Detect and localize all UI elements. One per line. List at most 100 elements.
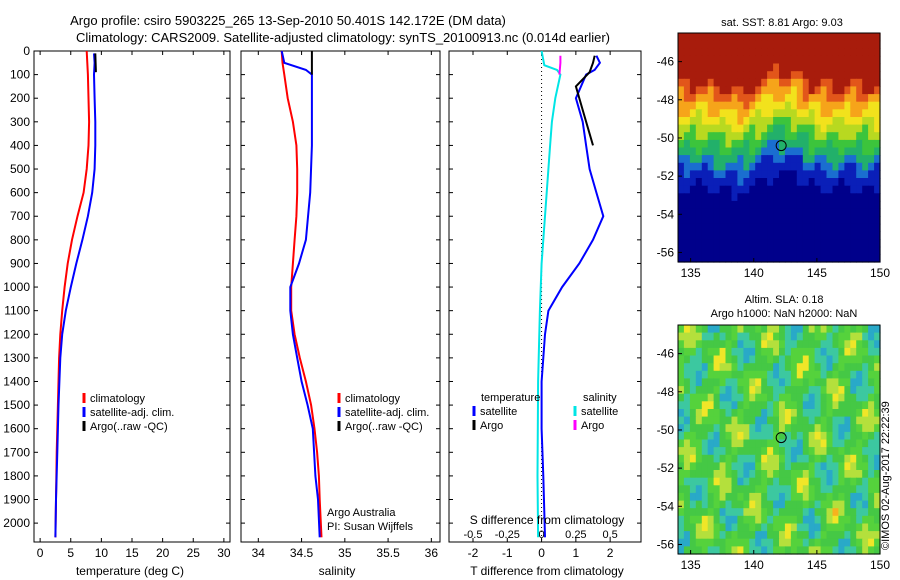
map-cell bbox=[701, 508, 709, 517]
map-cell bbox=[832, 470, 839, 479]
map-cell bbox=[850, 139, 857, 149]
legend-label: satellite-adj. clim. bbox=[90, 407, 174, 419]
map-cell bbox=[713, 538, 721, 547]
map-cell bbox=[856, 424, 863, 433]
map-cell bbox=[743, 470, 750, 479]
map-cell bbox=[755, 78, 762, 87]
map-cell bbox=[678, 63, 685, 72]
map-cell bbox=[862, 162, 869, 171]
map-cell bbox=[814, 254, 822, 263]
map-cell bbox=[743, 492, 750, 502]
map-cell bbox=[802, 370, 810, 379]
map-cell bbox=[796, 531, 804, 540]
map-cell bbox=[719, 439, 727, 448]
map-cell bbox=[820, 416, 828, 425]
map-cell bbox=[808, 200, 816, 210]
map-cell bbox=[814, 208, 822, 217]
map-cell bbox=[844, 124, 851, 133]
map-cell bbox=[856, 185, 863, 194]
map-cell bbox=[868, 325, 875, 334]
map-cell bbox=[784, 246, 792, 255]
map-cell bbox=[683, 531, 691, 540]
map-cell bbox=[862, 546, 869, 555]
map-cell bbox=[779, 231, 786, 240]
map-cell bbox=[737, 454, 744, 463]
map-cell bbox=[838, 200, 845, 210]
map-cell bbox=[814, 470, 822, 479]
map-cell bbox=[767, 185, 774, 194]
map-cell bbox=[814, 325, 822, 334]
map-cell bbox=[868, 170, 875, 179]
map-cell bbox=[743, 424, 750, 433]
map-cell bbox=[844, 424, 851, 433]
map-cell bbox=[725, 523, 732, 532]
map-cell bbox=[713, 200, 721, 210]
map-cell bbox=[790, 363, 798, 372]
map-cell bbox=[689, 223, 697, 232]
map-cell bbox=[678, 424, 685, 433]
map-cell bbox=[784, 117, 792, 126]
map-cell bbox=[695, 332, 703, 341]
map-cell bbox=[862, 523, 869, 532]
map-cell bbox=[874, 332, 881, 341]
map-cell bbox=[755, 378, 762, 387]
map-cell bbox=[826, 500, 833, 509]
map-cell bbox=[832, 401, 839, 410]
map-cell bbox=[808, 370, 816, 379]
map-cell bbox=[802, 40, 810, 49]
map-cell bbox=[802, 332, 810, 341]
map-cell bbox=[678, 124, 685, 133]
map-cell bbox=[749, 132, 756, 141]
map-cell bbox=[779, 538, 786, 547]
map-cell bbox=[707, 101, 715, 110]
map-cell bbox=[719, 340, 727, 349]
map-cell bbox=[773, 170, 780, 179]
map-cell bbox=[820, 454, 828, 463]
map-cell bbox=[725, 40, 732, 49]
map-cell bbox=[701, 155, 709, 164]
map-cell bbox=[862, 193, 869, 202]
map-cell bbox=[832, 340, 839, 349]
map-cell bbox=[856, 223, 863, 232]
map-cell bbox=[737, 231, 744, 240]
map-cell bbox=[689, 94, 697, 103]
map-cell bbox=[802, 155, 810, 164]
map-cell bbox=[743, 33, 750, 42]
map-cell bbox=[737, 155, 744, 164]
map-cell bbox=[725, 409, 732, 418]
map-cell bbox=[731, 246, 738, 255]
map-cell bbox=[707, 508, 715, 517]
map-cell bbox=[784, 538, 792, 547]
map-cell bbox=[755, 447, 762, 456]
map-cell bbox=[820, 424, 828, 433]
map-cell bbox=[707, 86, 715, 95]
map-cell bbox=[695, 454, 703, 463]
map-cell bbox=[814, 378, 822, 387]
map-cell bbox=[784, 409, 792, 418]
map-cell bbox=[773, 546, 780, 555]
map-cell bbox=[796, 546, 804, 555]
map-cell bbox=[761, 147, 768, 156]
map-cell bbox=[820, 485, 828, 494]
map-cell bbox=[773, 71, 780, 80]
map-cell bbox=[701, 454, 709, 463]
map-cell bbox=[796, 132, 804, 141]
x-tick-label: 140 bbox=[744, 558, 764, 572]
map-cell bbox=[683, 500, 691, 509]
map-cell bbox=[838, 363, 845, 372]
map-cell bbox=[731, 178, 738, 187]
map-cell bbox=[689, 193, 697, 202]
map-cell bbox=[725, 254, 732, 263]
map-cell bbox=[725, 94, 732, 103]
map-cell bbox=[713, 254, 721, 263]
map-cell bbox=[784, 325, 792, 334]
map-cell bbox=[689, 63, 697, 72]
map-cell bbox=[784, 416, 792, 425]
map-cell bbox=[773, 500, 780, 509]
map-cell bbox=[802, 378, 810, 387]
map-cell bbox=[874, 531, 881, 540]
map-cell bbox=[826, 63, 833, 72]
map-cell bbox=[802, 109, 810, 118]
map-cell bbox=[755, 515, 762, 524]
map-cell bbox=[814, 246, 822, 255]
